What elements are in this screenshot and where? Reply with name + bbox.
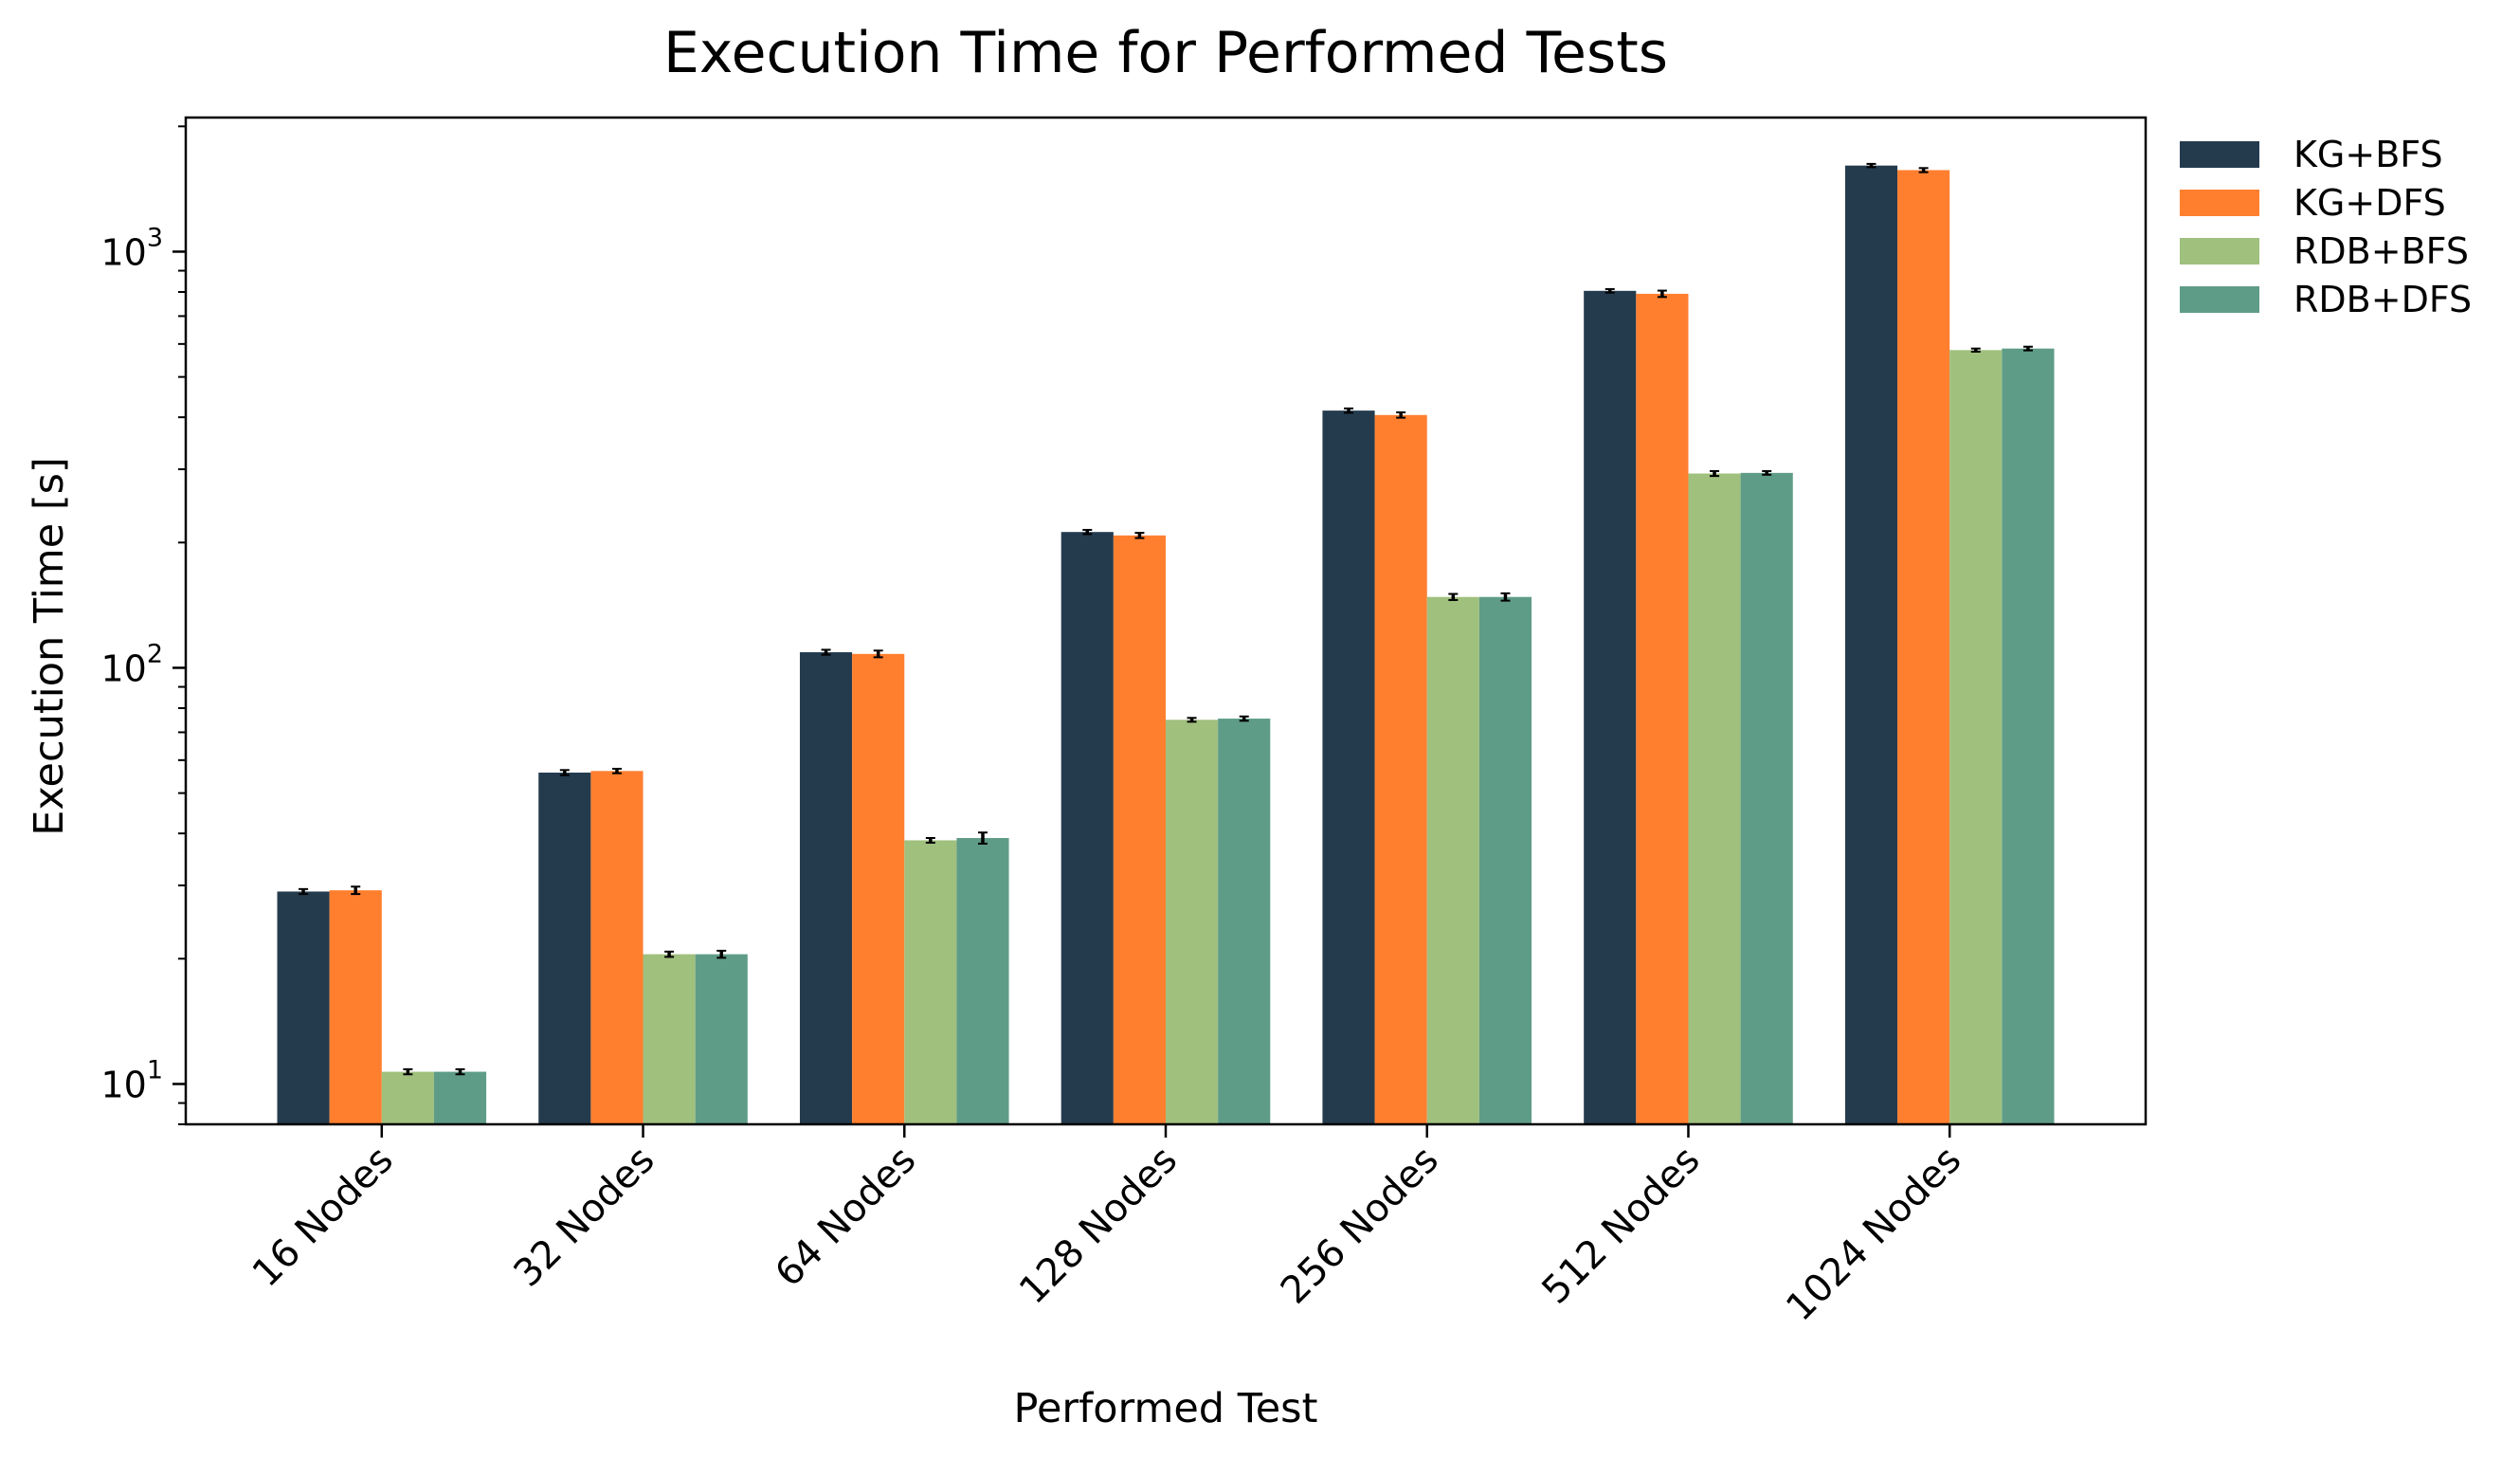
x-axis: 16 Nodes 32 Nodes 64 Nodes 128 Nodes 256 Nod… xyxy=(245,1124,1969,1330)
x-tick-label: 16 Nodes xyxy=(245,1139,402,1296)
y-axis-label: Execution Time [s] xyxy=(26,457,73,836)
bar xyxy=(590,771,644,1124)
x-tick-label: 1024 Nodes xyxy=(1778,1139,1969,1330)
bars-group xyxy=(277,165,2055,1125)
bar xyxy=(956,837,1009,1124)
bar xyxy=(381,1071,434,1124)
legend-label: RDB+BFS xyxy=(2293,230,2469,272)
bar xyxy=(799,652,853,1124)
error-bars-group xyxy=(299,162,2033,1076)
x-axis-label: Performed Test xyxy=(1014,1385,1318,1432)
bar xyxy=(1897,170,1950,1124)
legend-swatch xyxy=(2180,286,2259,313)
x-tick-label: 512 Nodes xyxy=(1533,1139,1708,1313)
bar xyxy=(1061,532,1114,1124)
y-tick-exponent: 1 xyxy=(147,1055,163,1084)
chart-title: Execution Time for Performed Tests xyxy=(663,20,1668,86)
y-tick-label: 103 xyxy=(100,223,163,273)
bar xyxy=(1322,410,1375,1124)
legend: KG+BFS KG+DFS RDB+BFS RDB+DFS xyxy=(2180,134,2472,320)
bar xyxy=(538,773,591,1124)
bar xyxy=(1688,473,1741,1124)
y-tick-exponent: 2 xyxy=(147,639,163,668)
bar xyxy=(1844,165,1898,1124)
bar xyxy=(329,890,382,1124)
bar xyxy=(643,954,696,1124)
y-axis: 101 102 103 xyxy=(100,125,186,1125)
bar xyxy=(1374,414,1427,1124)
y-tick-label: 101 xyxy=(100,1055,163,1105)
x-tick-label: 256 Nodes xyxy=(1273,1139,1447,1313)
bar xyxy=(1478,596,1532,1124)
y-tick-label: 102 xyxy=(100,639,163,689)
bar xyxy=(433,1071,487,1124)
legend-label: KG+DFS xyxy=(2293,182,2446,224)
bar xyxy=(1218,719,1271,1124)
legend-label: KG+BFS xyxy=(2293,134,2443,175)
legend-label: RDB+DFS xyxy=(2293,279,2472,320)
x-tick-label: 32 Nodes xyxy=(506,1139,663,1296)
x-tick-label: 128 Nodes xyxy=(1011,1139,1186,1313)
y-tick-exponent: 3 xyxy=(147,223,163,252)
bar xyxy=(1740,472,1793,1124)
bar xyxy=(277,891,330,1124)
bar xyxy=(2002,348,2055,1125)
bar xyxy=(1584,290,1637,1124)
bar xyxy=(904,840,957,1124)
bar xyxy=(1166,720,1219,1124)
legend-swatch xyxy=(2180,238,2259,264)
bar xyxy=(1426,596,1479,1124)
legend-swatch xyxy=(2180,190,2259,216)
x-tick-label: 64 Nodes xyxy=(767,1139,924,1296)
bar xyxy=(1949,350,2003,1124)
bar xyxy=(1636,293,1689,1124)
bar xyxy=(852,653,905,1124)
legend-swatch xyxy=(2180,141,2259,168)
bar xyxy=(1113,535,1166,1124)
bar xyxy=(695,954,748,1124)
